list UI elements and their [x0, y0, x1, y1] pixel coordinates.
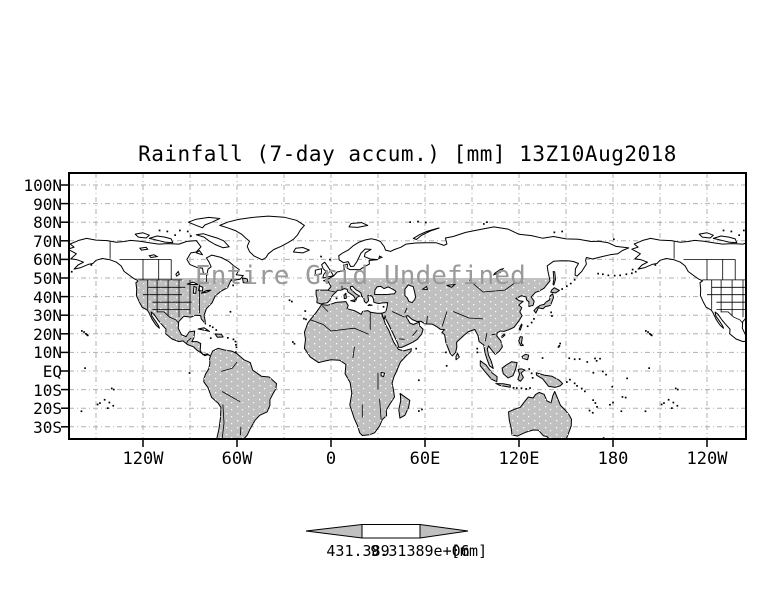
lat-tick-label: 20N	[33, 324, 62, 344]
grid-undefined-annotation: Entire Grid Undefined	[195, 261, 526, 291]
lat-tick-label: 10N	[33, 343, 62, 363]
lat-tick-label: 10S	[33, 380, 62, 400]
lon-tick-label: 120E	[498, 449, 540, 469]
lat-tick-label: 50N	[33, 269, 62, 288]
lon-tick-label: 180	[597, 449, 629, 469]
lat-tick-label: 60N	[33, 250, 62, 270]
lat-tick-label: 30N	[33, 306, 62, 326]
colorbar	[305, 524, 469, 539]
lat-tick-label: 100N	[23, 176, 62, 195]
lat-tick-label: 20S	[33, 399, 62, 419]
colorbar-min-label: 431.389	[326, 542, 390, 560]
lon-tick-label: 0	[325, 449, 337, 469]
colorbar-max-label: 9.31389e+06	[370, 542, 470, 560]
land-repeat	[631, 232, 746, 343]
lon-tick-label: 60E	[409, 449, 441, 469]
lat-tick-label: 70N	[33, 231, 62, 251]
colorbar-unit-label: [mm]	[451, 542, 488, 560]
colorbar-box	[361, 524, 421, 539]
lon-tick-label: 120W	[122, 449, 164, 469]
lat-tick-label: EQ	[42, 362, 62, 381]
lon-ticks	[142, 439, 708, 447]
colorbar-arrows	[305, 524, 469, 539]
lon-tick-label: 120W	[686, 449, 728, 469]
lon-tick-label: 60W	[221, 449, 253, 469]
lat-tick-label: 80N	[33, 213, 62, 233]
lat-ticks	[61, 184, 69, 428]
lat-tick-label: 90N	[33, 194, 62, 214]
plot-title: Rainfall (7-day accum.) [mm] 13Z10Aug201…	[138, 142, 677, 166]
lat-tick-label: 30S	[33, 417, 62, 437]
lat-tick-label: 40N	[33, 287, 62, 307]
world-map	[69, 173, 746, 439]
